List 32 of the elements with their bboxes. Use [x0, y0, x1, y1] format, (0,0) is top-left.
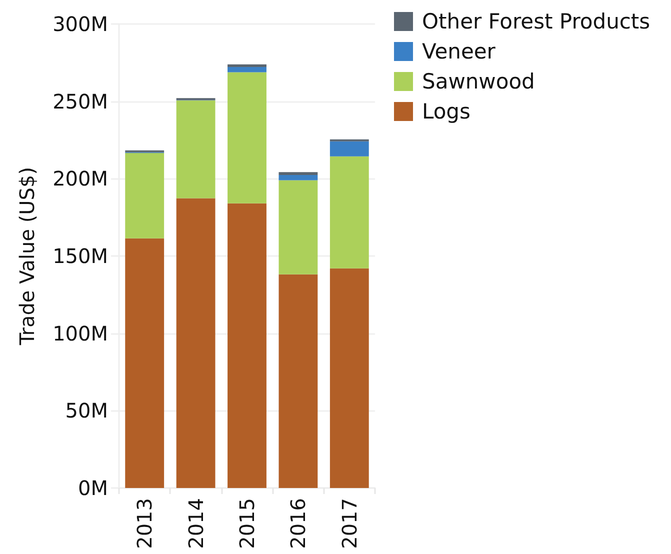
y-tick-label: 150M: [52, 244, 108, 268]
legend-label: Other Forest Products: [422, 10, 650, 34]
x-tick-label: 2016: [286, 498, 310, 549]
y-tick-label: 100M: [52, 321, 108, 346]
bar: [278, 180, 318, 274]
bar: [228, 203, 266, 488]
bar: [330, 156, 369, 268]
y-axis-title: Trade Value (US$): [15, 166, 39, 346]
x-tick-label: 2014: [184, 498, 208, 549]
bar: [176, 100, 216, 198]
x-tick-label: 2017: [337, 498, 362, 549]
bar: [125, 152, 164, 238]
bar: [330, 141, 369, 156]
bar: [330, 268, 369, 488]
bar: [176, 198, 216, 488]
legend-label: Logs: [422, 100, 470, 124]
bar: [278, 274, 318, 488]
y-tick-label: 0M: [78, 476, 108, 500]
legend-label: Sawnwood: [422, 70, 535, 94]
x-tick-label: 2015: [235, 498, 259, 549]
bar: [228, 66, 266, 72]
bar: [278, 172, 318, 175]
bar: [228, 72, 266, 204]
bar: [228, 64, 266, 67]
y-tick-label: 250M: [52, 89, 108, 114]
x-tick-label: 2013: [132, 498, 157, 549]
y-tick-label: 200M: [52, 166, 108, 191]
bar: [125, 238, 164, 488]
legend-label: Veneer: [422, 40, 496, 64]
y-tick-label: 50M: [65, 398, 108, 423]
bar: [278, 174, 318, 180]
y-tick-label: 300M: [52, 12, 108, 36]
